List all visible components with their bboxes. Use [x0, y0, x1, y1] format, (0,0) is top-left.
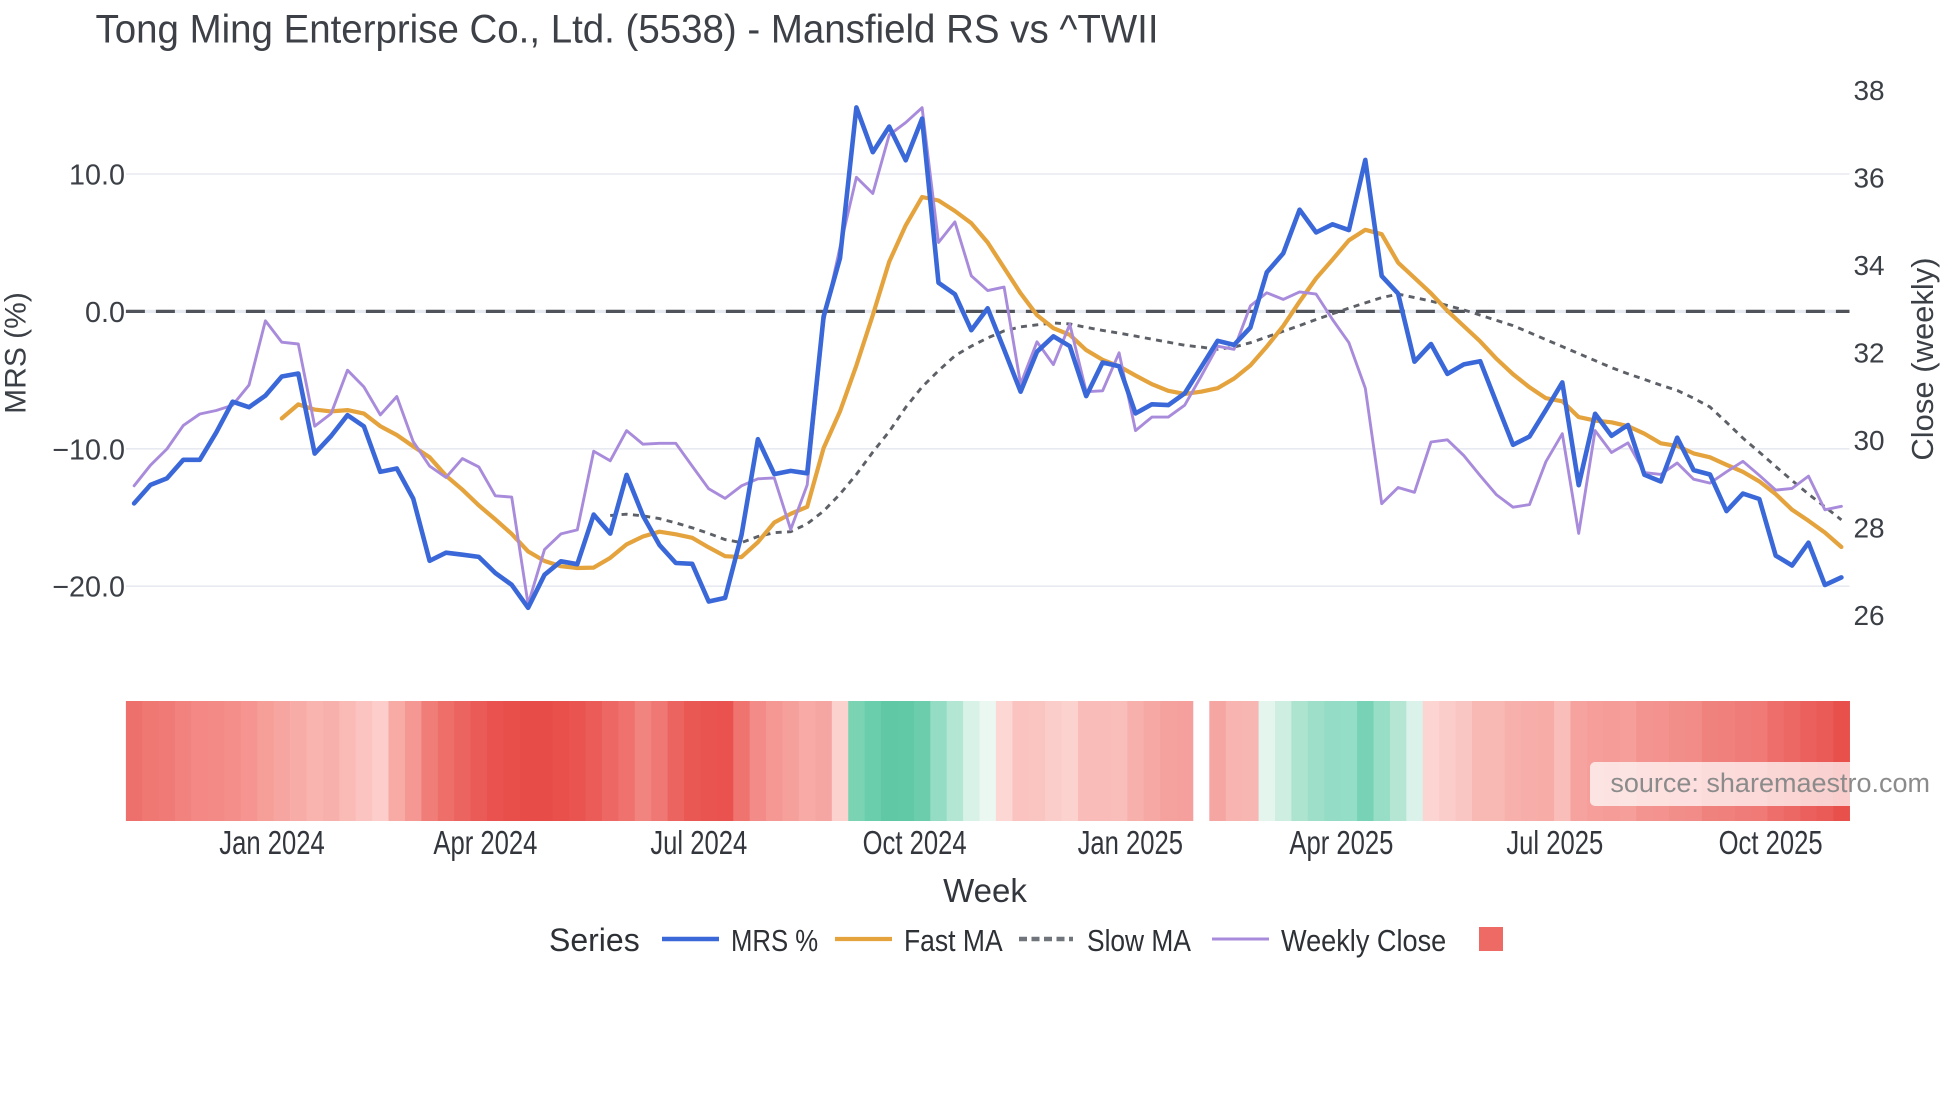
- svg-text:Series: Series: [549, 922, 640, 958]
- svg-text:Apr 2024: Apr 2024: [433, 825, 537, 862]
- svg-text:−20.0: −20.0: [52, 572, 125, 604]
- svg-text:MRS (%): MRS (%): [0, 292, 33, 414]
- svg-text:28: 28: [1854, 512, 1885, 543]
- svg-text:Apr 2025: Apr 2025: [1289, 825, 1393, 862]
- svg-text:30: 30: [1854, 425, 1885, 456]
- svg-text:Weekly Close: Weekly Close: [1281, 924, 1446, 958]
- svg-text:Slow MA: Slow MA: [1087, 924, 1192, 958]
- svg-text:38: 38: [1854, 75, 1885, 106]
- svg-text:Oct 2024: Oct 2024: [863, 825, 967, 862]
- svg-text:36: 36: [1854, 162, 1885, 193]
- svg-text:Fast MA: Fast MA: [904, 924, 1003, 958]
- svg-text:Jan 2025: Jan 2025: [1078, 825, 1183, 862]
- svg-text:MRS %: MRS %: [731, 924, 818, 959]
- svg-text:0.0: 0.0: [85, 297, 125, 329]
- svg-text:source: sharemaestro.com: source: sharemaestro.com: [1610, 768, 1930, 798]
- svg-text:−10.0: −10.0: [52, 434, 125, 466]
- svg-text:Jul 2025: Jul 2025: [1506, 825, 1603, 862]
- svg-text:10.0: 10.0: [69, 159, 125, 191]
- svg-text:Oct 2025: Oct 2025: [1719, 825, 1823, 862]
- svg-text:Jan 2024: Jan 2024: [219, 825, 324, 862]
- svg-text:Tong Ming Enterprise Co., Ltd.: Tong Ming Enterprise Co., Ltd. (5538) - …: [96, 8, 1159, 52]
- svg-text:Jul 2024: Jul 2024: [650, 825, 747, 862]
- svg-text:26: 26: [1854, 600, 1885, 631]
- svg-text:34: 34: [1854, 250, 1885, 281]
- svg-text:Close (weekly): Close (weekly): [1905, 257, 1940, 460]
- svg-text:Week: Week: [943, 872, 1027, 909]
- svg-text:32: 32: [1854, 337, 1885, 368]
